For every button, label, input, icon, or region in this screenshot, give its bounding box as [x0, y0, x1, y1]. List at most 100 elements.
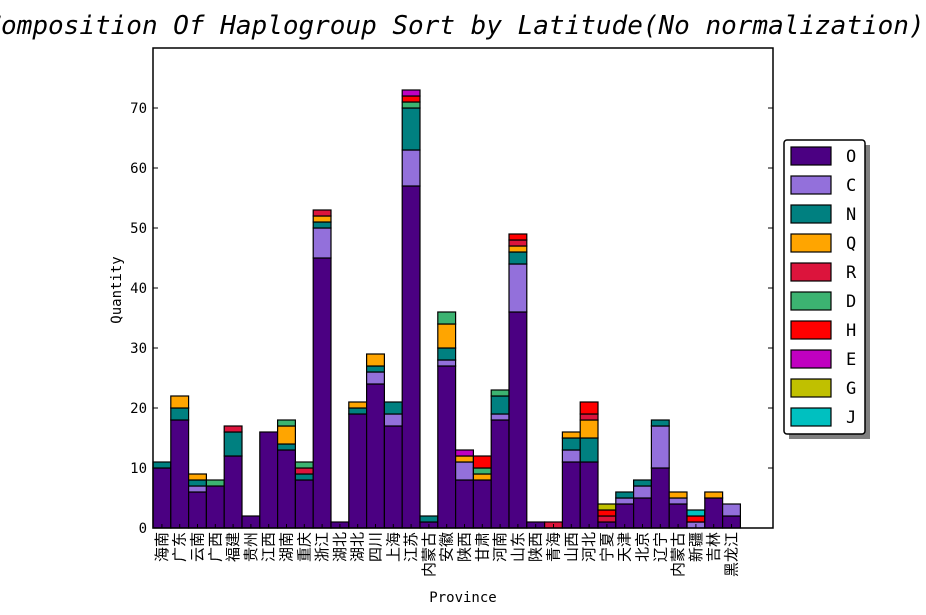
bar-segment-O-11	[348, 413, 368, 529]
legend-swatch-Q	[790, 233, 832, 253]
x-tick-label-30: 新疆	[687, 532, 705, 562]
bar-segment-H-18	[472, 455, 492, 469]
bar-segment-C-23	[561, 449, 581, 463]
x-tick-label-14: 江苏	[402, 532, 420, 562]
x-axis: 海南 广东 云南 广西 福建 贵州 江西 湖南 重庆 浙江 湖北 湖北 四川 上海 江苏 内蒙古 安徽 陕西 甘肃河…	[153, 524, 741, 577]
legend-swatch-E	[790, 349, 832, 369]
bar-segment-C-26	[615, 497, 635, 505]
y-axis-label: Quantity	[109, 256, 125, 323]
x-tick-label-19: 河南	[491, 532, 509, 562]
legend-swatch-G	[790, 378, 832, 398]
bar-segment-C-14	[401, 149, 421, 187]
legend-swatch-C	[790, 175, 832, 195]
bar-segment-N-4	[223, 431, 243, 457]
x-tick-label-28: 辽宁	[651, 532, 669, 562]
bar-segment-R-20	[508, 239, 528, 247]
bar-segment-N-14	[401, 107, 421, 151]
legend-label-R: R	[846, 263, 857, 283]
x-tick-label-25: 宁夏	[598, 532, 616, 562]
bar-segment-C-16	[437, 359, 457, 367]
bar-segment-D-3	[205, 479, 225, 487]
bar-segment-O-17	[455, 479, 475, 529]
bar-segment-O-0	[152, 467, 172, 529]
x-tick-label-21: 陕西	[527, 532, 545, 562]
y-axis: 0 10 20 30 40 50 60 70	[130, 101, 773, 537]
x-tick-label-7: 湖南	[278, 532, 296, 562]
bar-segment-N-9	[312, 221, 332, 229]
bar-segment-C-9	[312, 227, 332, 259]
y-tick-label-10: 10	[130, 461, 147, 477]
bar-segment-O-13	[383, 425, 403, 529]
bar-segment-O-27	[632, 497, 652, 529]
legend-label-J: J	[846, 408, 856, 428]
legend-label-C: C	[846, 176, 856, 196]
bar-segment-H-20	[508, 233, 528, 241]
y-tick-label-70: 70	[130, 101, 147, 117]
bar-segment-O-1	[170, 419, 190, 529]
bar-segment-C-29	[668, 497, 688, 505]
bar-segment-O-8	[294, 479, 314, 529]
bar-segment-Q-29	[668, 491, 688, 499]
x-tick-label-27: 北京	[634, 532, 652, 562]
bar-segment-O-23	[561, 461, 581, 529]
bar-segment-R-9	[312, 209, 332, 217]
bar-segment-R-24	[579, 413, 599, 421]
x-tick-label-13: 上海	[384, 532, 402, 562]
x-tick-label-0: 海南	[153, 532, 171, 562]
bar-segment-D-14	[401, 101, 421, 109]
legend-swatch-D	[790, 291, 832, 311]
legend-swatch-O	[790, 146, 832, 166]
legend-label-H: H	[846, 321, 856, 341]
bar-segment-N-13	[383, 401, 403, 415]
y-tick-label-50: 50	[130, 221, 147, 237]
x-tick-label-12: 四川	[367, 532, 385, 562]
bar-segment-O-28	[650, 467, 670, 529]
bar-segment-N-20	[508, 251, 528, 265]
x-axis-label: Province	[429, 590, 496, 606]
bar-segment-O-4	[223, 455, 243, 529]
x-tick-label-3: 广西	[206, 532, 224, 562]
x-tick-label-16: 安徽	[438, 532, 456, 562]
bar-segment-D-19	[490, 389, 510, 397]
bar-segment-H-25	[597, 509, 617, 517]
bar-segment-Q-18	[472, 473, 492, 481]
bar-segment-O-6	[259, 431, 279, 529]
bar-segment-O-2	[188, 491, 208, 529]
bar-segment-Q-17	[455, 455, 475, 463]
bar-segment-N-26	[615, 491, 635, 499]
bar-segment-N-0	[152, 461, 172, 469]
legend-swatch-J	[790, 407, 832, 427]
chart-title: Composition Of Haplogroup Sort by Latitu…	[0, 11, 925, 41]
bar-segment-O-7	[277, 449, 297, 529]
bar-segment-N-28	[650, 419, 670, 427]
bar-segment-R-8	[294, 467, 314, 475]
bar-segment-O-19	[490, 419, 510, 529]
y-tick-label-30: 30	[130, 341, 147, 357]
x-tick-label-17: 陕西	[456, 532, 474, 562]
x-tick-label-26: 天津	[616, 532, 634, 562]
legend-label-D: D	[846, 292, 856, 312]
bar-segment-Q-16	[437, 323, 457, 349]
bar-segment-E-17	[455, 449, 475, 457]
x-tick-label-9: 浙江	[313, 532, 331, 562]
bar-segment-C-19	[490, 413, 510, 421]
bar-segment-N-16	[437, 347, 457, 361]
legend-label-G: G	[846, 379, 856, 399]
x-tick-label-8: 重庆	[295, 532, 313, 562]
bar-segment-O-31	[704, 497, 724, 529]
legend-swatch-R	[790, 262, 832, 282]
legend-label-O: O	[846, 147, 856, 167]
x-tick-label-11: 湖北	[349, 532, 367, 562]
bar-segment-N-12	[366, 365, 386, 373]
x-tick-label-5: 贵州	[242, 532, 260, 562]
x-tick-label-10: 湖北	[331, 532, 349, 562]
bar-segment-E-14	[401, 89, 421, 97]
x-tick-label-24: 河北	[580, 532, 598, 562]
bar-segment-D-8	[294, 461, 314, 469]
bar-segment-G-25	[597, 503, 617, 511]
bar-segment-N-15	[419, 515, 439, 523]
bar-segment-C-32	[721, 503, 741, 517]
bar-segment-N-8	[294, 473, 314, 481]
